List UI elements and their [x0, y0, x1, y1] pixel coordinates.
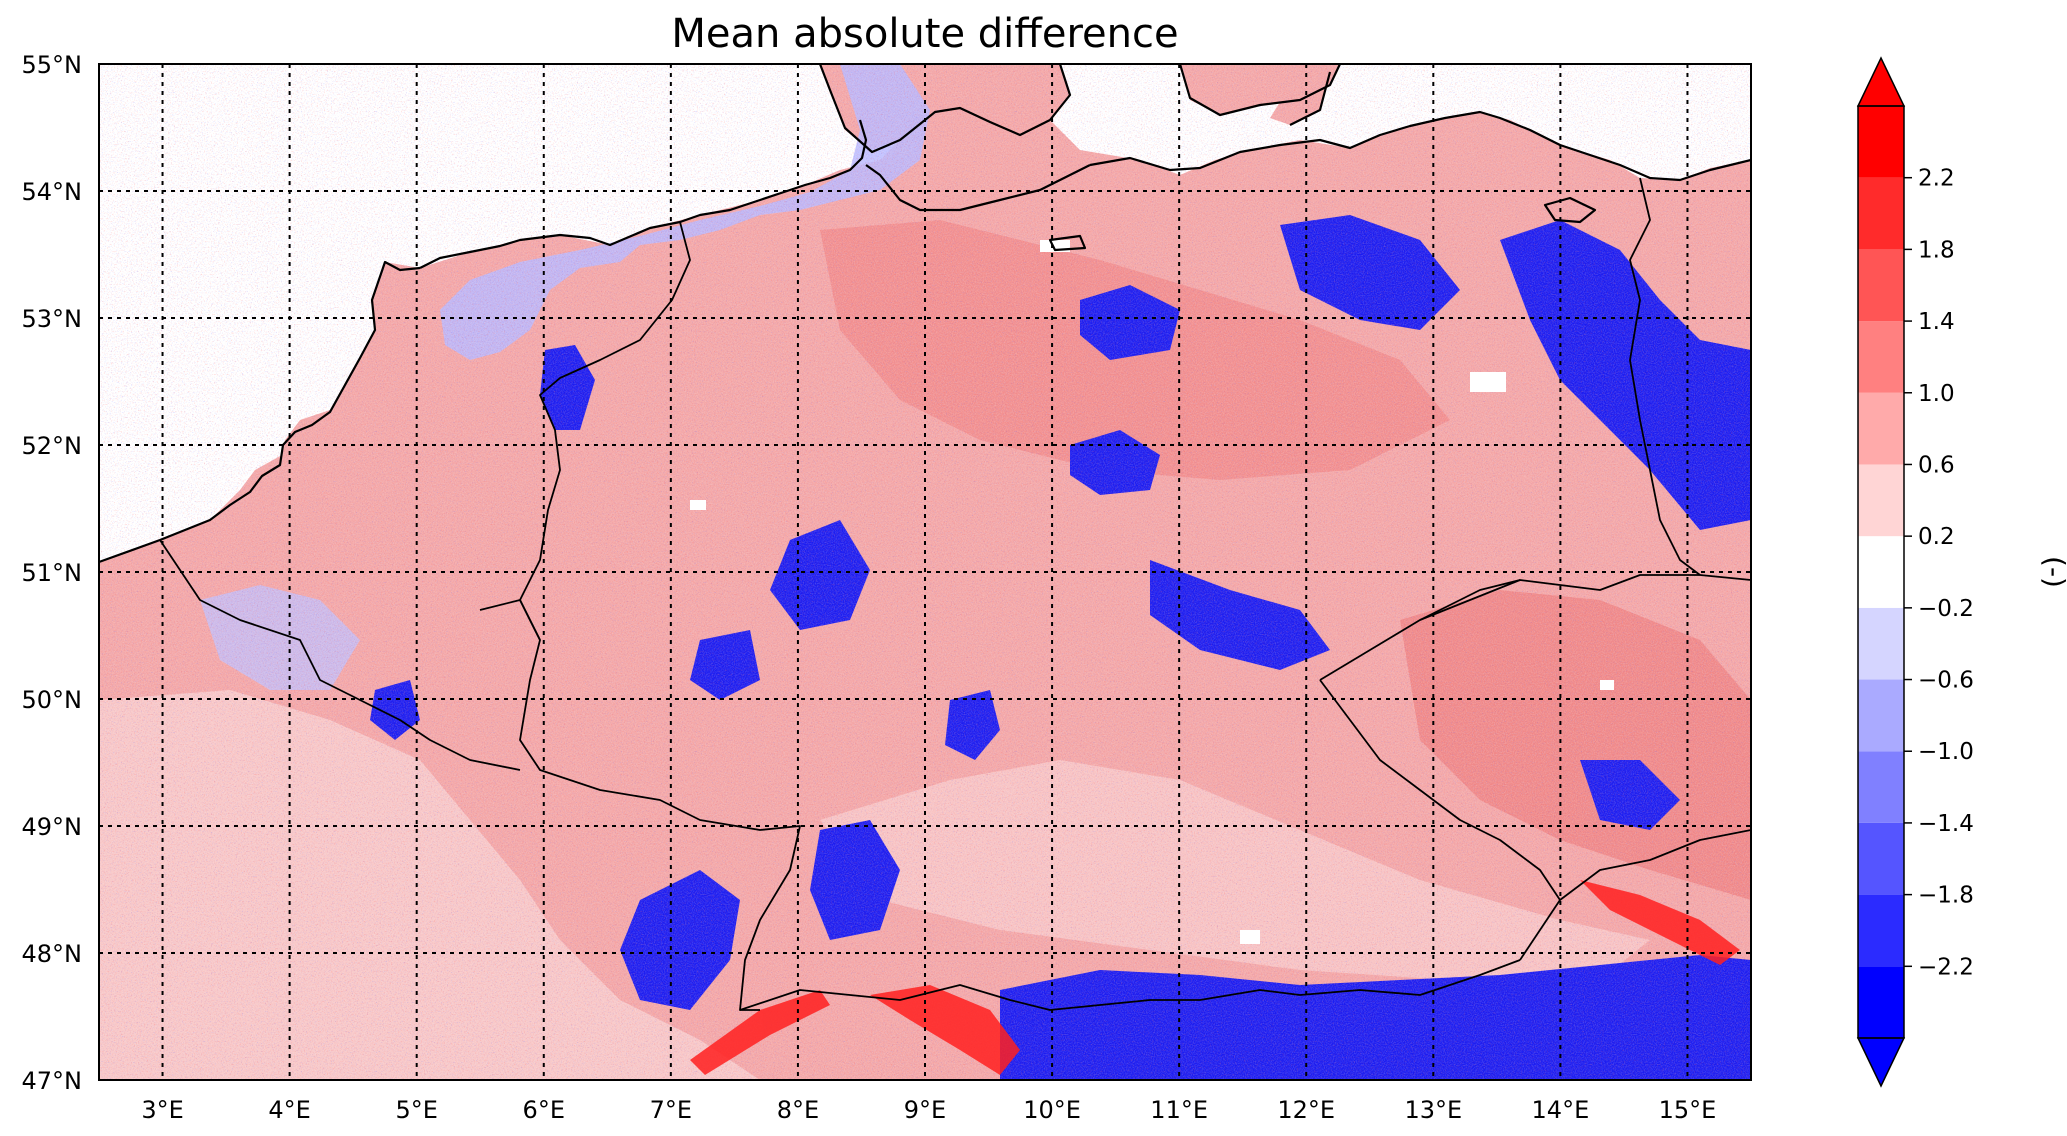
lat-tick-label: 52°N: [22, 432, 83, 460]
lon-tick-label: 4°E: [268, 1096, 310, 1124]
colorbar-segment: [1858, 392, 1904, 465]
lon-tick-label: 11°E: [1150, 1096, 1208, 1124]
lat-tick-label: 49°N: [22, 813, 83, 841]
colorbar-segment: [1858, 751, 1904, 823]
colorbar-tick-label: 0.6: [1918, 452, 1955, 478]
lon-tick-label: 3°E: [141, 1096, 183, 1124]
lat-tick-label: 55°N: [22, 51, 83, 79]
colorbar-segment: [1858, 536, 1904, 608]
lat-tick-label: 47°N: [22, 1067, 83, 1095]
colorbar-tick-label: 1.8: [1918, 237, 1955, 263]
colorbar-frame: [1857, 105, 1905, 1039]
map-title: Mean absolute difference: [671, 11, 1178, 57]
colorbar-segment: [1858, 464, 1904, 537]
colorbar-segment: [1858, 966, 1904, 1038]
colorbar-tick-label: −0.6: [1918, 668, 1974, 694]
colorbar-segment: [1858, 679, 1904, 752]
colorbar-segment: [1858, 321, 1904, 393]
lon-tick-label: 8°E: [777, 1096, 819, 1124]
colorbar-over-arrow: [1856, 56, 1906, 107]
colorbar-tick-label: −0.2: [1918, 596, 1974, 622]
latitude-labels: 47°N 48°N 49°N 50°N 51°N 52°N 53°N 54°N 55°N: [22, 51, 83, 1095]
map-frame: [98, 63, 1752, 1081]
lon-tick-label: 6°E: [523, 1096, 565, 1124]
colorbar-segment: [1858, 822, 1904, 895]
colorbar-tick-label: −2.2: [1918, 954, 1974, 980]
coastlines: [99, 64, 1751, 564]
alpine-red-streaks: [690, 880, 1740, 1075]
colorbar-tick-label: 2.2: [1918, 166, 1955, 192]
colorbar-tick-label: −1.8: [1918, 883, 1974, 909]
colorbar-label: (-): [2038, 556, 2067, 588]
colorbar-segment: [1858, 607, 1904, 680]
colorbar-tick-label: 1.0: [1918, 381, 1955, 407]
lat-tick-label: 53°N: [22, 305, 83, 333]
lon-tick-label: 5°E: [395, 1096, 437, 1124]
colorbar-tick-label: −1.0: [1918, 739, 1974, 765]
colorbar: −2.2 −1.8 −1.4 −1.0 −0.6 −0.2 0.2 0.6 1.0 1.4 1.8 2…: [1856, 56, 1974, 1088]
near-zero-patches: [690, 240, 1614, 944]
colorbar-tick-label: 0.2: [1918, 524, 1955, 550]
lon-tick-label: 15°E: [1659, 1096, 1717, 1124]
lon-tick-label: 7°E: [650, 1096, 692, 1124]
lon-tick-label: 12°E: [1277, 1096, 1335, 1124]
lon-tick-label: 10°E: [1023, 1096, 1081, 1124]
map-area: [99, 64, 1751, 1080]
colorbar-under-arrow: [1856, 1037, 1906, 1088]
country-borders: [159, 177, 1751, 1011]
longitude-labels: 3°E 4°E 5°E 6°E 7°E 8°E 9°E 10°E 11°E 12°E 13°E 14°…: [141, 1096, 1716, 1124]
lon-tick-label: 14°E: [1532, 1096, 1590, 1124]
lat-tick-label: 51°N: [22, 559, 83, 587]
lat-tick-label: 54°N: [22, 178, 83, 206]
colorbar-segment: [1858, 249, 1904, 322]
gridlines: [99, 64, 1751, 1080]
lat-tick-label: 50°N: [22, 686, 83, 714]
lon-tick-label: 13°E: [1404, 1096, 1462, 1124]
colorbar-segment: [1858, 894, 1904, 967]
colorbar-segment: [1858, 177, 1904, 250]
lat-tick-label: 48°N: [22, 940, 83, 968]
lon-tick-label: 9°E: [904, 1096, 946, 1124]
colorbar-segment: [1858, 106, 1904, 178]
colorbar-tick-label: 1.4: [1918, 309, 1955, 335]
colorbar-tick-label: −1.4: [1918, 811, 1974, 837]
